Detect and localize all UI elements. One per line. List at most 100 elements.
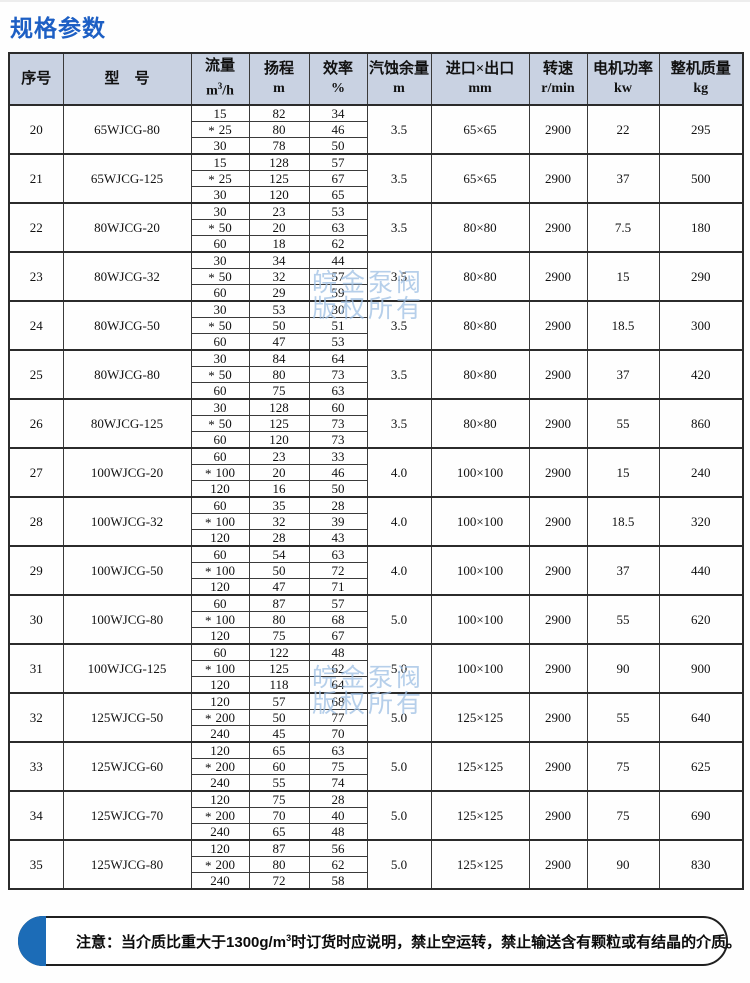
cell-efficiency: 57 [308, 152, 368, 171]
cell-speed: 2900 [528, 152, 588, 204]
cell-flow: 30 [190, 299, 250, 318]
cell-speed: 2900 [528, 103, 588, 155]
cell-npsh: 3.5 [366, 348, 432, 400]
cell-efficiency: 73 [308, 430, 368, 449]
cell-flow: * 50 [190, 267, 250, 285]
cell-weight: 440 [658, 544, 744, 596]
cell-power: 18.5 [586, 299, 660, 351]
cell-ports: 80×80 [430, 348, 530, 400]
table-row: * 200 60 75 [9, 757, 743, 775]
notice-text: 注意：当介质比重大于1300g/m3时订货时应说明，禁止空运转，禁止输送含有颗粒… [76, 932, 742, 951]
cell-efficiency: 70 [308, 724, 368, 743]
cell-npsh: 3.5 [366, 250, 432, 302]
table-row: 20 65WJCG-80 15 82 34 3.5 65×65 2900 22 295 [8, 103, 744, 155]
col-header-ports: 进口×出口 mm [430, 52, 530, 106]
cell-model: 65WJCG-125 [62, 152, 192, 204]
cell-efficiency: 68 [308, 691, 368, 710]
cell-index: 21 [8, 152, 64, 204]
rated-point-asterisk: * [208, 318, 215, 334]
cell-flow: * 50 [190, 414, 250, 432]
spec-table: 序号 型 号 流量 m3/h 扬程 m 效率 % 汽蚀余量 m [8, 52, 744, 890]
cell-efficiency: 28 [308, 789, 368, 808]
table-row: * 100 80 68 [9, 610, 743, 628]
cell-efficiency: 67 [308, 169, 368, 187]
cell-weight: 625 [658, 740, 744, 792]
table-row: * 50 50 51 [9, 316, 743, 334]
cell-head: 29 [248, 283, 310, 302]
cell-flow: 240 [190, 773, 250, 792]
cell-model: 80WJCG-50 [62, 299, 192, 351]
table-row: 120 118 64 [9, 675, 743, 694]
col-header-npsh: 汽蚀余量 m [366, 52, 432, 106]
table-row: * 100 50 72 [9, 561, 743, 579]
cell-index: 31 [8, 642, 64, 694]
cell-head: 125 [248, 169, 310, 187]
cell-head: 28 [248, 528, 310, 547]
npsh-unit: m [393, 80, 405, 96]
cell-ports: 100×100 [430, 495, 530, 547]
cell-npsh: 3.5 [366, 397, 432, 449]
cell-head: 87 [248, 838, 310, 857]
table-row: 240 45 70 [9, 724, 743, 743]
cell-ports: 100×100 [430, 642, 530, 694]
cell-ports: 65×65 [430, 152, 530, 204]
cell-head: 128 [248, 397, 310, 416]
cell-index: 28 [8, 495, 64, 547]
notice-box: 注意：当介质比重大于1300g/m3时订货时应说明，禁止空运转，禁止输送含有颗粒… [18, 916, 741, 966]
table-row: * 50 32 57 [9, 267, 743, 285]
cell-npsh: 3.5 [366, 152, 432, 204]
cell-speed: 2900 [528, 789, 588, 841]
cell-power: 90 [586, 642, 660, 694]
cell-index: 27 [8, 446, 64, 498]
table-row: 23 80WJCG-32 30 34 44 3.5 80×80 2900 15 290 [8, 250, 744, 302]
table-row: 60 120 73 [9, 430, 743, 449]
cell-head: 120 [248, 430, 310, 449]
cell-head: 122 [248, 642, 310, 661]
col-header-power: 电机功率 kw [586, 52, 660, 106]
cell-flow: 120 [190, 838, 250, 857]
cell-model: 100WJCG-32 [62, 495, 192, 547]
cell-head: 18 [248, 234, 310, 253]
cell-efficiency: 60 [308, 397, 368, 416]
cell-model: 100WJCG-50 [62, 544, 192, 596]
table-row: * 100 32 39 [9, 512, 743, 530]
rated-point-asterisk: * [205, 465, 212, 481]
cell-head: 87 [248, 593, 310, 612]
rated-point-asterisk: * [205, 808, 212, 824]
table-row: 34 125WJCG-70 120 75 28 5.0 125×125 2900 75 690 [8, 789, 744, 841]
cell-model: 125WJCG-50 [62, 691, 192, 743]
cell-flow: 60 [190, 593, 250, 612]
cell-power: 22 [586, 103, 660, 155]
cell-flow: 240 [190, 822, 250, 841]
table-row: 28 100WJCG-32 60 35 28 4.0 100×100 2900 18.5 320 [8, 495, 744, 547]
cell-weight: 240 [658, 446, 744, 498]
cell-head: 65 [248, 822, 310, 841]
cell-head: 35 [248, 495, 310, 514]
cell-flow: 120 [190, 740, 250, 759]
col-header-index: 序号 [8, 52, 64, 106]
efficiency-unit: % [331, 80, 345, 96]
cell-head: 20 [248, 218, 310, 236]
table-row: * 200 80 62 [9, 855, 743, 873]
spec-table-body: 20 65WJCG-80 15 82 34 3.5 65×65 2900 22 295 * 25 80 4… [8, 103, 744, 890]
cell-flow: 15 [190, 103, 250, 122]
cell-head: 128 [248, 152, 310, 171]
cell-speed: 2900 [528, 250, 588, 302]
cell-flow: 30 [190, 397, 250, 416]
cell-head: 23 [248, 201, 310, 220]
cell-flow: 30 [190, 250, 250, 269]
cell-efficiency: 77 [308, 708, 368, 726]
cell-npsh: 5.0 [366, 838, 432, 890]
cell-head: 70 [248, 806, 310, 824]
cell-index: 32 [8, 691, 64, 743]
cell-flow: * 25 [190, 120, 250, 138]
cell-head: 50 [248, 561, 310, 579]
cell-model: 80WJCG-125 [62, 397, 192, 449]
cell-head: 23 [248, 446, 310, 465]
cell-head: 75 [248, 626, 310, 645]
cell-speed: 2900 [528, 740, 588, 792]
cell-weight: 180 [658, 201, 744, 253]
table-row: 30 100WJCG-80 60 87 57 5.0 100×100 2900 55 620 [8, 593, 744, 645]
cell-index: 23 [8, 250, 64, 302]
cell-model: 100WJCG-125 [62, 642, 192, 694]
